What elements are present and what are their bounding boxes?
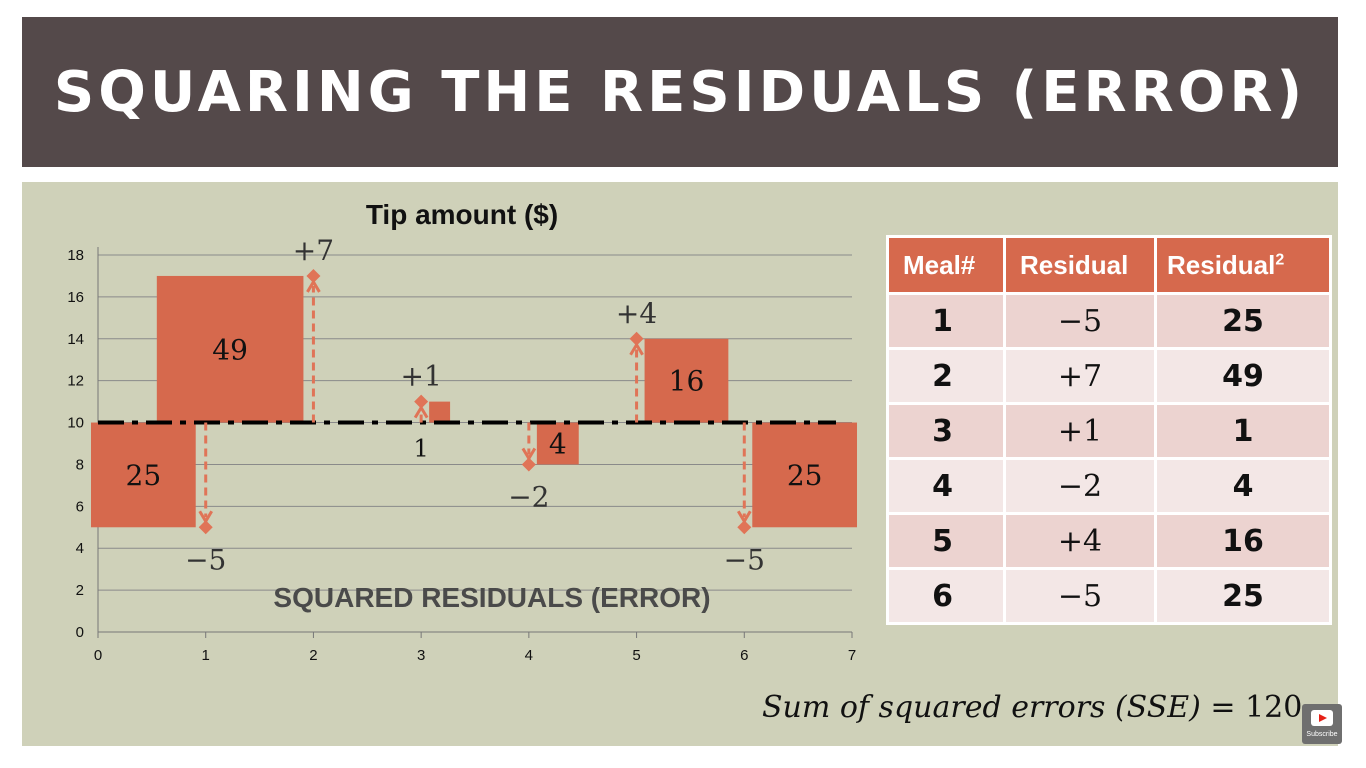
play-triangle-icon xyxy=(1319,714,1327,722)
y-tick-label: 12 xyxy=(67,373,84,390)
data-point xyxy=(198,520,213,535)
subscribe-button[interactable]: Subscribe xyxy=(1302,704,1342,744)
residual-label: +1 xyxy=(401,360,442,393)
square-label: 1 xyxy=(414,435,429,463)
cell-squared: 16 xyxy=(1154,512,1332,570)
table-row: 2 +7 49 xyxy=(886,347,1332,405)
x-tick-label: 4 xyxy=(525,647,533,664)
data-point xyxy=(737,520,752,535)
chart-title: Tip amount ($) xyxy=(366,199,558,230)
residual-label: +4 xyxy=(616,297,657,330)
slide-title-bar: SQUARING THE RESIDUALS (ERROR) xyxy=(22,17,1338,167)
x-tick-label: 5 xyxy=(632,647,640,664)
table-row: 5 +4 16 xyxy=(886,512,1332,570)
y-tick-label: 4 xyxy=(76,540,84,557)
cell-meal: 2 xyxy=(886,347,1006,405)
cell-residual: +4 xyxy=(1003,512,1157,570)
y-tick-label: 8 xyxy=(76,456,84,473)
x-tick-label: 0 xyxy=(94,647,102,664)
sse-equation: Sum of squared errors (SSE) = 120 xyxy=(762,690,1302,725)
header-residual-squared-exp: 2 xyxy=(1275,250,1285,268)
residual-table: Meal# Residual Residual2 1 −5 25 2 +7 49… xyxy=(886,235,1332,625)
slide-title: SQUARING THE RESIDUALS (ERROR) xyxy=(53,59,1307,125)
cell-meal: 4 xyxy=(886,457,1006,515)
table-row: 1 −5 25 xyxy=(886,292,1332,350)
cell-residual: −5 xyxy=(1003,292,1157,350)
table-row: 6 −5 25 xyxy=(886,567,1332,625)
cell-meal: 5 xyxy=(886,512,1006,570)
cell-residual: +1 xyxy=(1003,402,1157,460)
square-label: 25 xyxy=(787,459,823,492)
square-label: 49 xyxy=(212,333,248,366)
x-tick-label: 3 xyxy=(417,647,425,664)
x-tick-label: 7 xyxy=(848,647,856,664)
y-tick-label: 6 xyxy=(76,498,84,515)
residual-square xyxy=(429,401,451,423)
y-tick-label: 10 xyxy=(67,415,84,432)
cell-squared: 25 xyxy=(1154,292,1332,350)
y-tick-label: 0 xyxy=(76,624,84,641)
x-tick-label: 2 xyxy=(309,647,317,664)
cell-residual: −2 xyxy=(1003,457,1157,515)
table-row: 4 −2 4 xyxy=(886,457,1332,515)
table-header-row: Meal# Residual Residual2 xyxy=(886,235,1332,295)
residual-square xyxy=(752,422,858,528)
chart-annotation: SQUARED RESIDUALS (ERROR) xyxy=(273,582,710,613)
residual-square xyxy=(644,338,729,423)
header-residual: Residual xyxy=(1003,235,1157,295)
y-tick-label: 2 xyxy=(76,582,84,599)
cell-squared: 4 xyxy=(1154,457,1332,515)
residual-square xyxy=(156,275,304,423)
data-point xyxy=(306,268,321,283)
square-label: 4 xyxy=(549,428,567,461)
cell-residual: +7 xyxy=(1003,347,1157,405)
table-row: 3 +1 1 xyxy=(886,402,1332,460)
data-point xyxy=(414,394,429,409)
cell-residual: −5 xyxy=(1003,567,1157,625)
residual-label: +7 xyxy=(293,234,334,267)
residual-label: −5 xyxy=(185,543,226,576)
residual-square xyxy=(536,422,579,465)
header-residual-squared: Residual2 xyxy=(1154,235,1332,295)
cell-meal: 6 xyxy=(886,567,1006,625)
sse-label: Sum of squared errors (SSE) = xyxy=(762,690,1246,725)
header-residual-squared-base: Residual xyxy=(1167,249,1276,280)
data-point xyxy=(521,457,536,472)
cell-squared: 49 xyxy=(1154,347,1332,405)
residual-label: −5 xyxy=(724,543,765,576)
x-tick-label: 6 xyxy=(740,647,748,664)
square-label: 25 xyxy=(126,459,162,492)
cell-meal: 1 xyxy=(886,292,1006,350)
subscribe-label: Subscribe xyxy=(1306,731,1338,738)
sse-value: 120 xyxy=(1245,690,1303,725)
cell-squared: 25 xyxy=(1154,567,1332,625)
x-tick-label: 1 xyxy=(202,647,210,664)
residual-square xyxy=(90,422,196,528)
header-meal: Meal# xyxy=(886,235,1006,295)
square-label: 16 xyxy=(669,365,705,398)
y-tick-label: 18 xyxy=(67,247,84,264)
residual-label: −2 xyxy=(508,480,549,513)
y-tick-label: 14 xyxy=(67,331,84,348)
cell-squared: 1 xyxy=(1154,402,1332,460)
data-point xyxy=(629,331,644,346)
y-tick-label: 16 xyxy=(67,289,84,306)
cell-meal: 3 xyxy=(886,402,1006,460)
